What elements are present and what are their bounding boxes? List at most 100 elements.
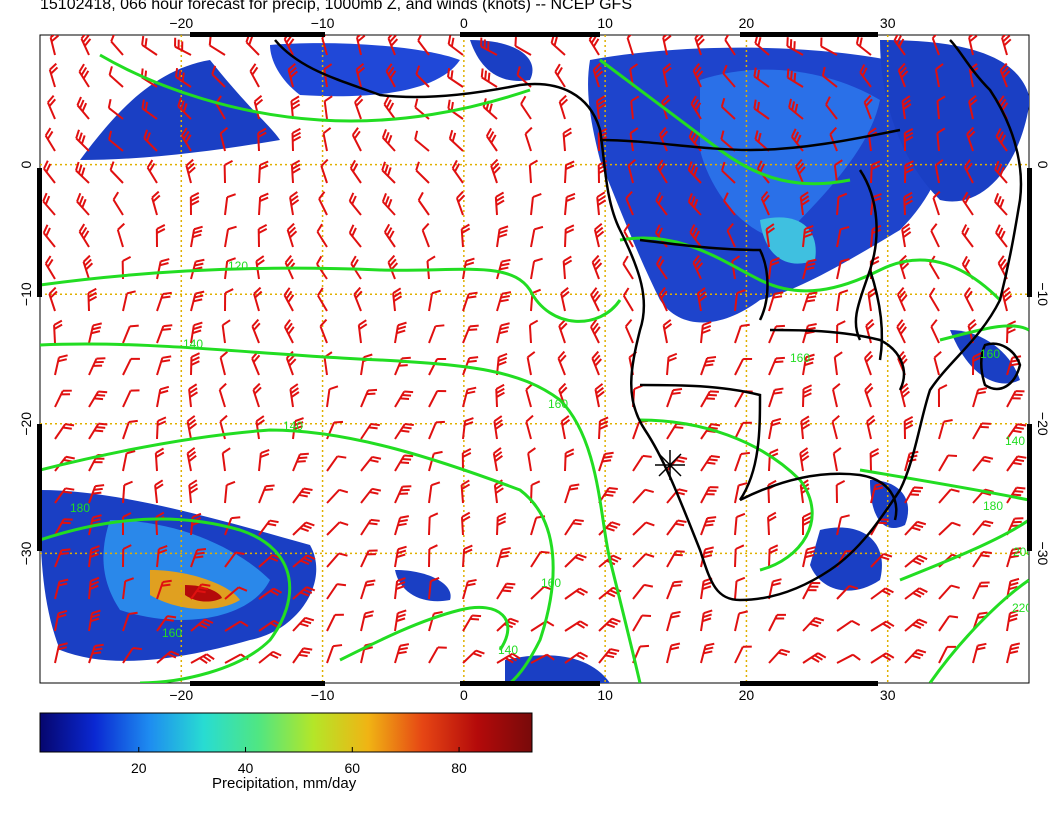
wind-barb [383, 223, 396, 248]
wind-barb [802, 225, 814, 248]
wind-barb [767, 511, 777, 536]
contour-220-east [928, 578, 1029, 683]
wind-barb [143, 129, 158, 152]
madagascar-coastline [980, 342, 1022, 391]
wind-barb [154, 447, 165, 472]
wind-barb [289, 383, 300, 408]
wind-barb [937, 384, 948, 408]
wind-barb [666, 352, 678, 376]
frame-bar-top [740, 32, 878, 37]
wind-barb [696, 287, 708, 312]
wind-barb [558, 94, 568, 120]
wind-barb [348, 224, 362, 248]
wind-barb [175, 68, 192, 88]
wind-barb [525, 414, 534, 440]
precip-area-north-atlantic [80, 60, 280, 160]
frame-bar-top [460, 32, 600, 37]
wind-barb [252, 382, 262, 408]
wind-barb [598, 648, 620, 664]
wind-barb [224, 193, 236, 216]
wind-barb [122, 324, 139, 344]
wind-barb [938, 418, 953, 440]
wind-barb [257, 223, 268, 248]
wind-barb [415, 161, 430, 184]
wind-barb [323, 63, 333, 88]
wind-barb [934, 63, 944, 88]
wind-barb [870, 620, 895, 632]
wind-barb [249, 63, 260, 88]
wind-barb [88, 357, 106, 376]
wind-barb [726, 223, 736, 248]
wind-barb [590, 319, 601, 344]
wind-barb [186, 415, 197, 440]
wind-barb [88, 609, 101, 632]
wind-barb [54, 518, 73, 536]
wind-barb [258, 449, 270, 472]
wind-barb [720, 97, 736, 120]
wind-barb [564, 587, 589, 600]
wind-barb [258, 192, 269, 216]
border-sahel [599, 128, 901, 152]
wind-barb [901, 95, 912, 120]
wind-barb [326, 521, 349, 536]
wind-barb [904, 160, 914, 184]
border-lake [868, 269, 884, 361]
wind-barb [661, 94, 671, 120]
wind-barb [723, 192, 736, 216]
wind-barb [108, 130, 124, 152]
wind-barb [428, 646, 447, 664]
wind-barb [859, 64, 872, 88]
contour-180-east [859, 468, 1029, 502]
wind-barb [896, 319, 907, 344]
wind-barb [258, 519, 279, 536]
wind-barb [428, 481, 441, 504]
colorbar-tick-label: 80 [451, 760, 467, 776]
wind-barb [355, 62, 366, 88]
wind-barb [48, 286, 58, 312]
wind-barb [190, 583, 211, 600]
wind-barb [287, 62, 298, 88]
wind-barb [966, 126, 976, 152]
frame-bar-bottom [460, 681, 600, 686]
colorbar [39, 712, 533, 753]
wind-barb [598, 416, 609, 440]
wind-barb [219, 126, 229, 152]
wind-barb [394, 515, 410, 536]
wind-barb [394, 321, 407, 344]
wind-barb [632, 521, 655, 536]
lat-tick-right: −10 [1035, 282, 1051, 306]
wind-barb [734, 289, 746, 312]
wind-barb [655, 192, 668, 216]
wind-barb [428, 324, 445, 344]
wind-barb [53, 319, 63, 344]
wind-barb [156, 385, 170, 408]
wind-barb [223, 159, 233, 184]
wind-barb [88, 545, 100, 568]
wind-barb [462, 578, 477, 600]
wind-barb [190, 352, 200, 376]
wind-barb [360, 610, 374, 632]
wind-barb [564, 651, 589, 664]
wind-barb [219, 350, 229, 376]
wind-barb [316, 255, 328, 280]
wind-barb [108, 66, 124, 88]
wind-barb [317, 287, 328, 312]
wind-barb [836, 619, 861, 632]
wind-barb [765, 223, 775, 248]
map-title: 15102418, 066 hour forecast for precip, … [40, 0, 632, 13]
wind-barb [224, 620, 249, 632]
wind-barb [122, 357, 140, 376]
wind-barb [734, 421, 752, 440]
wind-barb [692, 63, 704, 88]
wind-barb [630, 95, 640, 120]
wind-barb [836, 192, 848, 216]
wind-barb [394, 643, 410, 664]
wind-barb [318, 191, 328, 216]
wind-barb [394, 609, 407, 632]
wind-barb [394, 422, 414, 440]
wind-barb [326, 488, 349, 504]
wind-barb [933, 350, 942, 376]
wind-barb [972, 581, 990, 600]
wind-barb [392, 287, 403, 312]
wind-barb [666, 580, 683, 600]
